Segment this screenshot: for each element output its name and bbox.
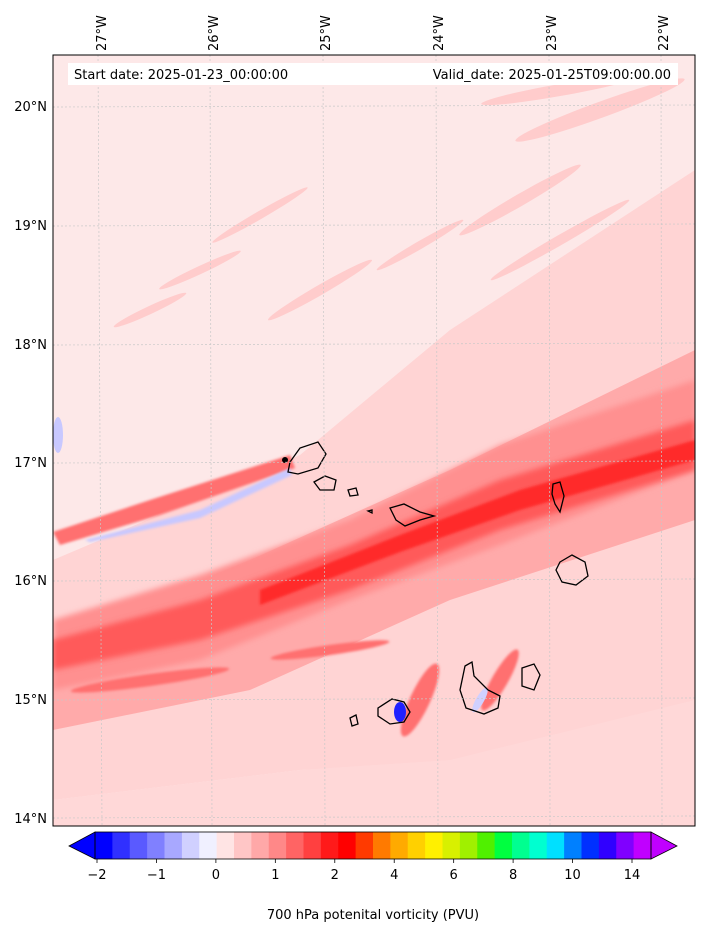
island-brava bbox=[349, 714, 359, 727]
colorbar-cell bbox=[338, 832, 357, 859]
lat-label: 20°N bbox=[14, 100, 47, 115]
colorbar-tick-label: −1 bbox=[147, 868, 166, 883]
colorbar-ticks: −2 −1 0 1 2 4 6 8 10 14 bbox=[87, 859, 640, 883]
colorbar-cell bbox=[286, 832, 304, 859]
colorbar-cell bbox=[95, 832, 113, 859]
island-santo-antao bbox=[287, 441, 327, 475]
colorbar-cell bbox=[407, 832, 426, 859]
colorbar-cell bbox=[320, 832, 339, 859]
colorbar-cell bbox=[390, 832, 409, 859]
lat-label: 18°N bbox=[14, 338, 47, 353]
colorbar-cell bbox=[373, 832, 391, 859]
lon-label: 22°W bbox=[657, 15, 672, 51]
pv-streaks-lower bbox=[70, 640, 519, 737]
pv-field bbox=[53, 55, 695, 826]
colorbar-cell bbox=[581, 832, 600, 859]
lon-labels: 27°W 26°W 25°W 24°W 23°W 22°W bbox=[95, 15, 672, 51]
pv-plume-positive bbox=[53, 455, 295, 545]
colorbar-cell bbox=[477, 832, 496, 859]
start-date-label: Start date: 2025-01-23_00:00:00 bbox=[74, 68, 288, 83]
pv-band-core bbox=[53, 420, 695, 670]
colorbar-cell bbox=[546, 832, 565, 859]
coastlines bbox=[287, 441, 589, 727]
colorbar-tick-label: 14 bbox=[624, 868, 641, 883]
lat-label: 19°N bbox=[14, 219, 47, 234]
colorbar-title: 700 hPa potenital vorticity (PVU) bbox=[267, 908, 479, 923]
lat-label: 15°N bbox=[14, 693, 47, 708]
colorbar-extend-min bbox=[68, 831, 96, 860]
graticule bbox=[52, 54, 696, 827]
lon-label: 23°W bbox=[545, 15, 560, 51]
lat-label: 17°N bbox=[14, 456, 47, 471]
island-dot-marker bbox=[282, 457, 288, 463]
island-fogo bbox=[377, 698, 411, 725]
island-sao-vicente bbox=[313, 475, 337, 491]
colorbar-cell bbox=[251, 832, 270, 859]
info-box bbox=[68, 63, 678, 85]
colorbar-cell bbox=[425, 832, 443, 859]
colorbar-cell bbox=[616, 832, 635, 859]
pv-negative-dipole bbox=[394, 702, 406, 722]
colorbar-cell bbox=[164, 832, 183, 859]
pv-negative-west bbox=[53, 417, 63, 453]
colorbar-frame bbox=[94, 831, 652, 860]
colorbar-cell bbox=[112, 832, 131, 859]
island-boa-vista bbox=[555, 554, 589, 586]
colorbar-cell bbox=[633, 832, 652, 859]
colorbar-tick-label: 4 bbox=[390, 868, 398, 883]
colorbar-cell bbox=[564, 832, 582, 859]
colorbar-tick-label: −2 bbox=[87, 868, 106, 883]
colorbar-cell bbox=[598, 832, 617, 859]
colorbar-cell bbox=[512, 832, 530, 859]
colorbar-cell bbox=[494, 832, 513, 859]
island-sal bbox=[551, 481, 565, 514]
colorbar-cell bbox=[459, 832, 478, 859]
colorbar-cell bbox=[216, 832, 235, 859]
island-santiago bbox=[459, 660, 501, 715]
colorbar-cell bbox=[442, 832, 461, 859]
lon-label: 26°W bbox=[207, 15, 222, 51]
lat-labels: 20°N 19°N 18°N 17°N 16°N 15°N 14°N bbox=[14, 100, 47, 827]
lat-label: 16°N bbox=[14, 574, 47, 589]
colorbar-cell bbox=[355, 832, 374, 859]
lon-label: 25°W bbox=[319, 15, 334, 51]
colorbar-cell bbox=[181, 832, 200, 859]
colorbar-cell bbox=[234, 832, 252, 859]
colorbar-extend-max bbox=[650, 831, 678, 860]
colorbar-cell bbox=[199, 832, 218, 859]
plot-frame bbox=[52, 54, 696, 827]
colorbar: −2 −1 0 1 2 4 6 8 10 14 700 hPa potenital vortici… bbox=[68, 831, 678, 923]
island-sao-nicolau bbox=[389, 503, 437, 527]
lon-label: 27°W bbox=[95, 15, 110, 51]
colorbar-tick-label: 6 bbox=[450, 868, 458, 883]
lat-label: 14°N bbox=[14, 812, 47, 827]
colorbar-cells bbox=[95, 832, 652, 859]
valid-date-label: Valid_date: 2025-01-25T09:00:00.00 bbox=[433, 68, 671, 83]
island-santa-luzia bbox=[347, 487, 359, 497]
colorbar-cell bbox=[129, 832, 148, 859]
colorbar-tick-label: 8 bbox=[509, 868, 517, 883]
colorbar-cell bbox=[529, 832, 548, 859]
colorbar-cell bbox=[303, 832, 322, 859]
lon-label: 24°W bbox=[432, 15, 447, 51]
island-maio bbox=[521, 663, 541, 691]
colorbar-tick-label: 10 bbox=[564, 868, 581, 883]
colorbar-tick-label: 2 bbox=[331, 868, 339, 883]
colorbar-cell bbox=[268, 832, 287, 859]
colorbar-cell bbox=[147, 832, 165, 859]
colorbar-tick-label: 0 bbox=[212, 868, 220, 883]
colorbar-tick-label: 1 bbox=[271, 868, 279, 883]
